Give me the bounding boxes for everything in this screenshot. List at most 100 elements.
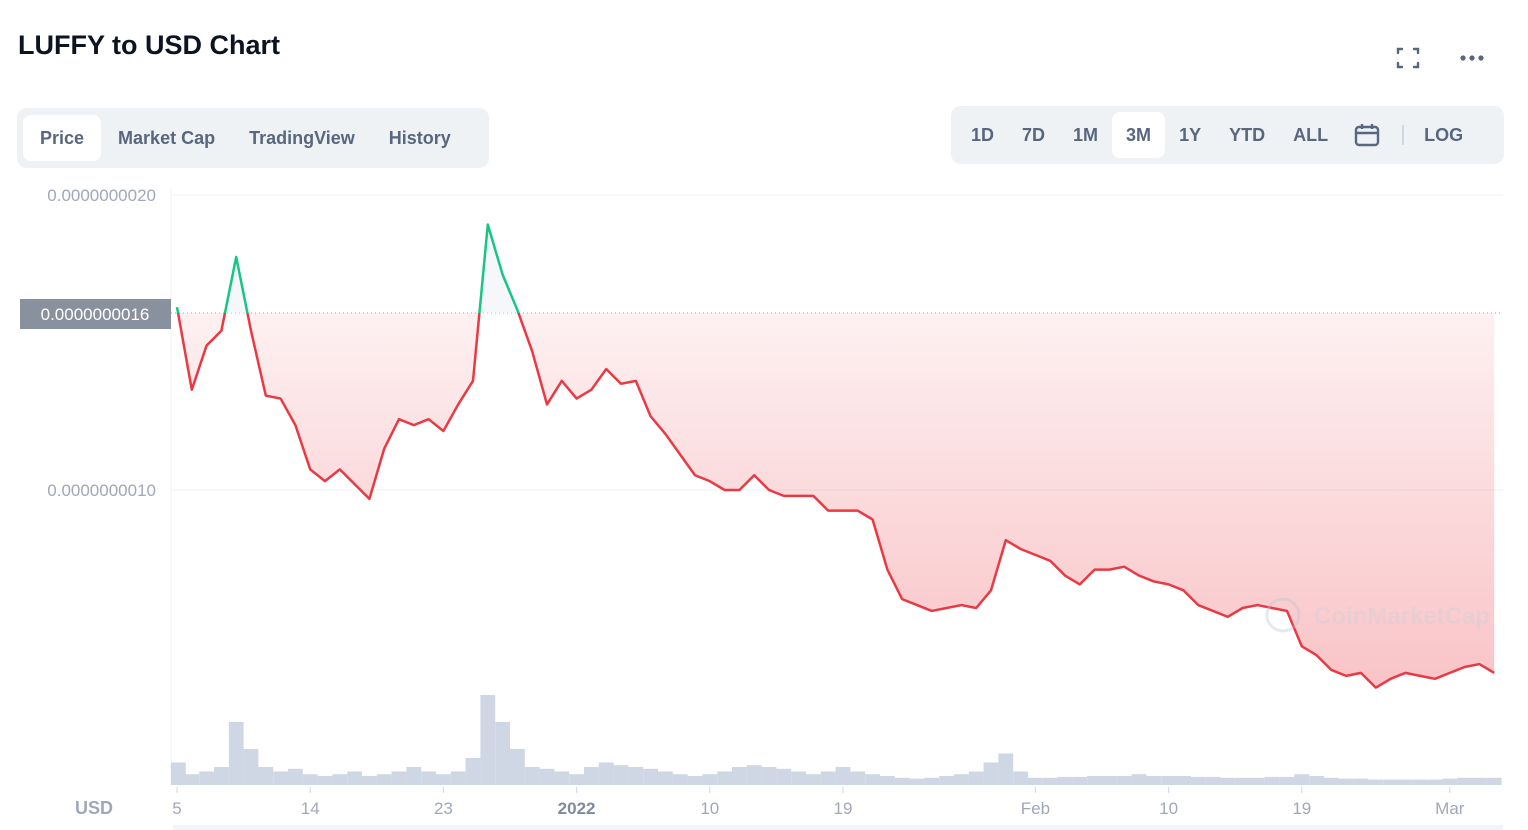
volume-bar [776,768,792,785]
time-range-selector: 1D 7D 1M 3M 1Y YTD ALL LOG [951,106,1504,164]
volume-bar [1250,777,1265,785]
volume-bar [524,767,540,785]
price-line-down [176,313,1495,689]
volume-bar [214,767,229,785]
volume-bar [1324,777,1339,785]
x-tick-label: 5 [172,799,181,818]
volume-bar [806,774,821,785]
volume-bar [362,776,377,785]
volume-bar [1190,776,1206,785]
fullscreen-icon[interactable] [1394,44,1422,72]
range-navigator [173,825,1503,830]
page-title: LUFFY to USD Chart [18,30,280,60]
x-tick-label: 10 [1159,799,1178,818]
x-tick-label: Mar [1435,799,1465,818]
volume-bar [317,776,333,785]
range-all[interactable]: ALL [1293,125,1329,145]
range-1m[interactable]: 1M [1073,125,1099,145]
volume-bar [628,767,644,785]
volume-bar [968,771,984,785]
volume-bar [554,771,570,785]
range-ytd[interactable]: YTD [1229,125,1266,145]
volume-bar [850,771,866,785]
volume-bar [643,768,658,785]
volume-bar [171,762,186,785]
watermark-logo: CoinMarketCap [1265,597,1490,633]
x-tick-label: 19 [1292,799,1311,818]
range-3m[interactable]: 3M [1112,112,1166,158]
volume-bar [391,771,407,785]
volume-bar [717,771,732,785]
volume-bar [998,753,1014,785]
volume-bar [672,774,688,785]
volume-bar [1161,776,1176,785]
volume-bar [865,774,880,785]
volume-bar [1028,777,1043,785]
baseline-label: 0.0000000016 [41,305,150,324]
x-tick-label: 2022 [558,799,596,818]
volume-bar [1457,777,1472,785]
volume-bar [584,767,599,785]
volume-bar [791,771,806,785]
divider [1402,125,1405,145]
volume-bar [613,765,629,785]
calendar-icon[interactable] [1342,112,1392,158]
volume-bar [1072,776,1088,785]
volume-bar [1176,776,1191,785]
y-tick-label: 0.0000000010 [47,481,156,500]
volume-bar [510,749,525,785]
log-toggle[interactable]: LOG [1424,125,1464,145]
volume-bar [702,774,718,785]
volume-bar [184,774,200,785]
volume-bar [406,767,422,785]
more-dots-icon[interactable] [1458,44,1486,72]
volume-bar [1013,771,1028,785]
range-1d[interactable]: 1D [971,125,995,145]
volume-bar [199,771,214,785]
volume-bar [1131,774,1147,785]
volume-bar [954,774,969,785]
volume-bar [1205,776,1221,785]
volume-bar [273,771,288,785]
volume-bar [1294,774,1310,785]
tab-market-cap[interactable]: Market Cap [118,128,216,148]
volume-bar [1486,777,1502,785]
tab-price[interactable]: Price [23,115,102,161]
volume-bar [658,771,673,785]
volume-bar [376,774,392,785]
below-baseline-fill [177,313,1495,688]
volume-bar [1042,777,1058,785]
volume-bar [569,774,584,785]
tab-tradingview[interactable]: TradingView [249,128,355,148]
volume-bar [1116,776,1132,785]
volume-bar [539,768,555,785]
x-tick-label: 14 [301,799,320,818]
volume-bar [1442,778,1458,785]
volume-bar [450,771,466,785]
volume-bar [746,765,762,785]
volume-bar [302,774,318,785]
volume-bar [1279,776,1295,785]
volume-bar [598,762,614,785]
volume-bar [835,767,851,785]
x-tick-label: 19 [834,799,853,818]
x-tick-label: 10 [700,799,719,818]
volume-bar [436,774,451,785]
volume-bar [820,771,836,785]
volume-bar [347,771,362,785]
volume-bar [228,722,244,785]
chart-type-tabs: Price Market Cap TradingView History [17,108,489,168]
volume-bar [761,767,777,785]
volume-bar [1235,777,1250,785]
volume-bar [1146,776,1162,785]
volume-bar [1057,776,1073,785]
tab-history[interactable]: History [388,128,451,148]
volume-bar [880,776,895,785]
range-1y[interactable]: 1Y [1179,125,1202,145]
volume-bar [1472,777,1487,785]
range-7d[interactable]: 7D [1022,125,1046,145]
x-tick-label: Feb [1021,799,1050,818]
volume-bar [421,771,436,785]
volume-bar [894,777,910,785]
